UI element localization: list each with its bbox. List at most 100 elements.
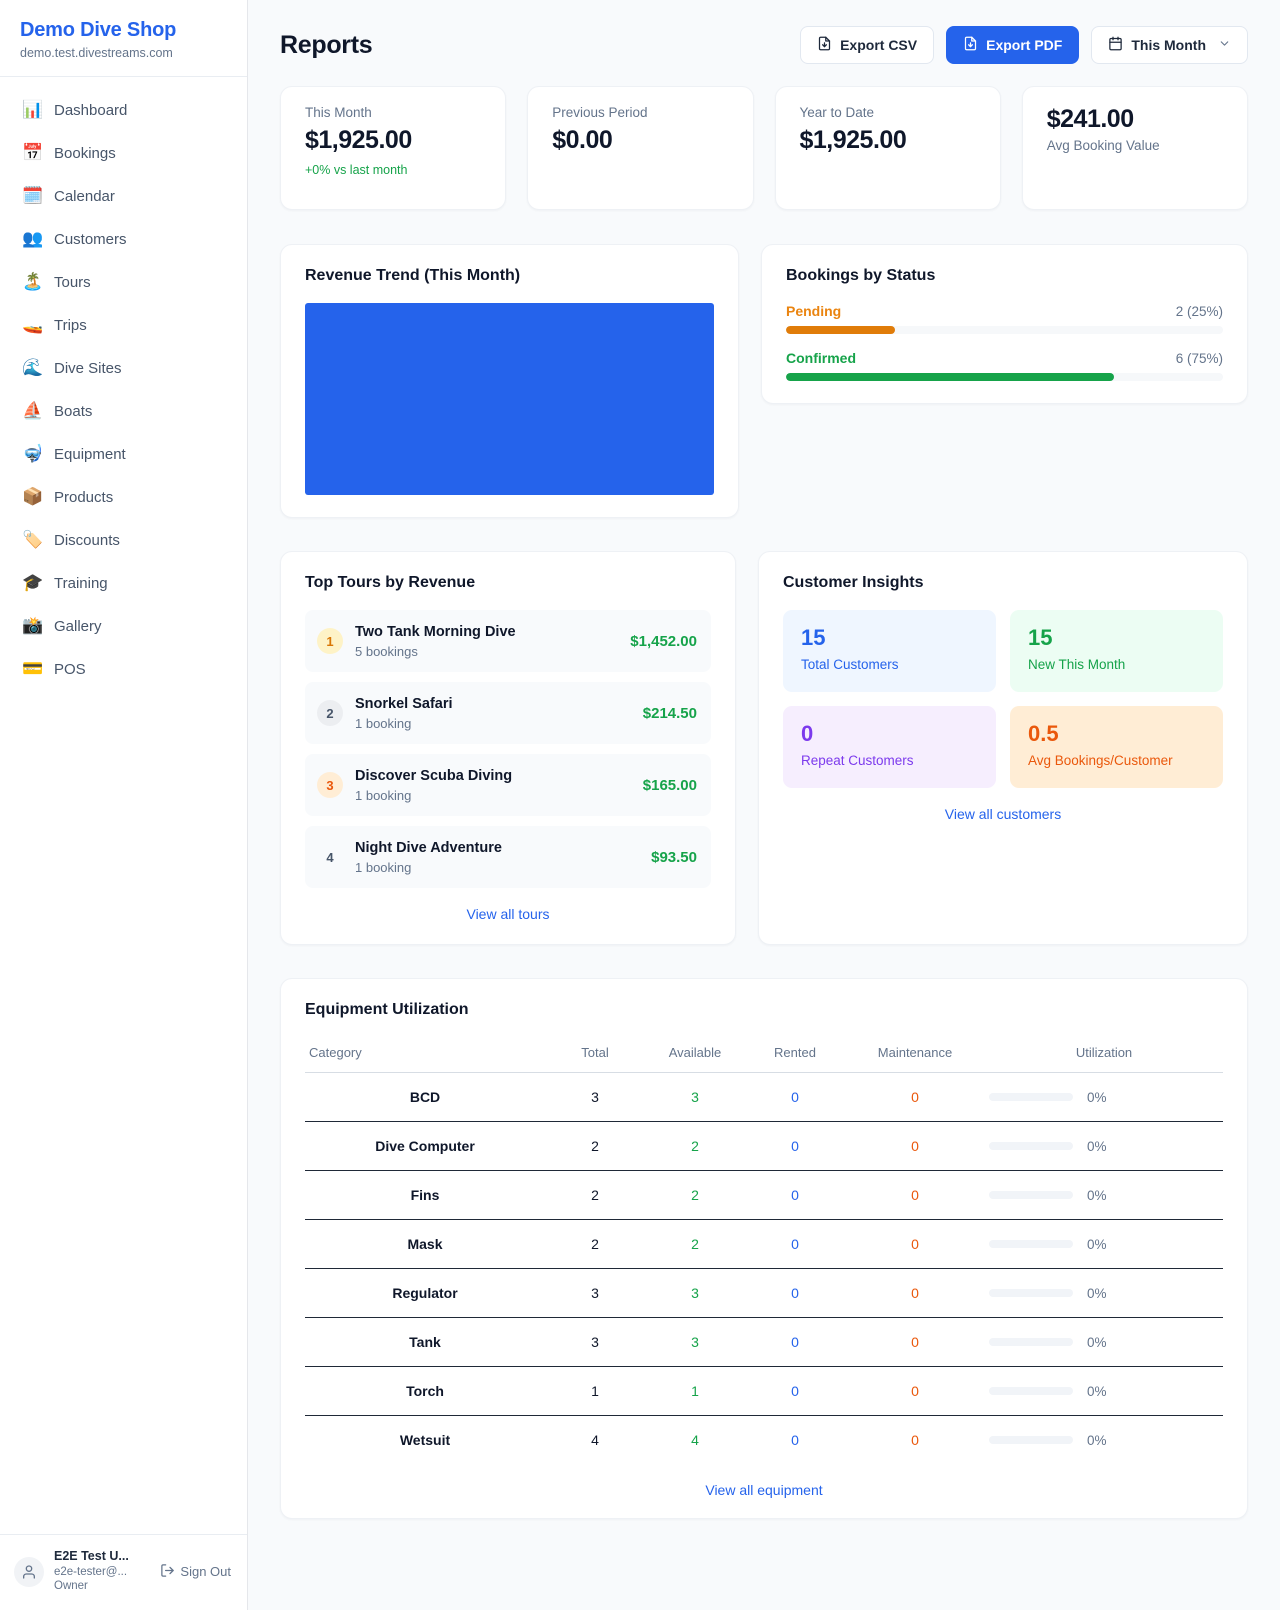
utilization-progress-track xyxy=(989,1142,1073,1150)
equipment-total: 3 xyxy=(545,1268,645,1318)
kpi-label: This Month xyxy=(305,105,372,120)
sidebar-item-dive-sites[interactable]: 🌊 Dive Sites xyxy=(0,347,247,390)
insight-value: 15 xyxy=(801,625,826,650)
tour-bookings-count: 5 bookings xyxy=(355,644,418,660)
date-range-select[interactable]: This Month xyxy=(1091,26,1248,64)
sidebar-item-gallery[interactable]: 📸 Gallery xyxy=(0,605,247,648)
sidebar-item-training[interactable]: 🎓 Training xyxy=(0,562,247,605)
tour-revenue: $214.50 xyxy=(642,704,697,722)
equipment-available: 4 xyxy=(691,1432,699,1448)
view-all-equipment-link[interactable]: View all equipment xyxy=(705,1482,823,1498)
brand-name: Demo Dive Shop xyxy=(20,19,177,41)
sidebar-item-label: Discounts xyxy=(54,532,120,549)
user-name: E2E Test U... xyxy=(54,1549,129,1564)
export-pdf-button[interactable]: Export PDF xyxy=(946,26,1080,64)
sidebar-item-products[interactable]: 📦 Products xyxy=(0,476,247,519)
insight-tiles: 15 Total Customers 15 New This Month 0 Repeat… xyxy=(783,610,1223,788)
sidebar-item-discounts[interactable]: 🏷️ Discounts xyxy=(0,519,247,562)
equipment-available: 2 xyxy=(645,1219,745,1269)
equipment-utilization: 0% xyxy=(985,1416,1223,1465)
insight-value: 0.5 xyxy=(1028,721,1059,746)
sailboat-icon: ⛵ xyxy=(22,401,44,421)
tour-row[interactable]: 2 Snorkel Safari 1 booking $214.50 xyxy=(305,682,711,744)
top-tours-panel: Top Tours by Revenue 1 Two Tank Morning D… xyxy=(280,551,736,945)
tour-row[interactable]: 3 Discover Scuba Diving 1 booking $165.00 xyxy=(305,754,711,816)
status-item: Pending 2 (25%) xyxy=(786,303,1223,334)
export-pdf-label: Export PDF xyxy=(986,37,1063,53)
status-list: Pending 2 (25%) Confirmed 6 (75%) xyxy=(786,303,1223,381)
tour-row[interactable]: 1 Two Tank Morning Dive 5 bookings $1,452.0… xyxy=(305,610,711,672)
equipment-rented: 0 xyxy=(745,1072,845,1122)
tour-bookings-count: 1 booking xyxy=(355,860,412,876)
sidebar-item-dashboard[interactable]: 📊 Dashboard xyxy=(0,89,247,132)
utilization-progress-track xyxy=(989,1093,1073,1101)
status-count: 6 (75%) xyxy=(1175,351,1223,366)
tour-bookings-count: 1 booking xyxy=(355,788,412,804)
view-all-customers-link[interactable]: View all customers xyxy=(944,806,1062,822)
insight-tile: 0.5 Avg Bookings/Customer xyxy=(1010,706,1223,788)
kpi-card: Previous Period $0.00 xyxy=(527,86,754,210)
status-progress-track xyxy=(786,373,1223,381)
utilization-percent: 0% xyxy=(1087,1089,1107,1105)
sidebar-item-customers[interactable]: 👥 Customers xyxy=(0,218,247,261)
equipment-category: Wetsuit xyxy=(399,1432,451,1448)
sidebar-item-label: Dive Sites xyxy=(54,360,122,377)
status-item: Confirmed 6 (75%) xyxy=(786,350,1223,381)
sidebar-item-pos[interactable]: 💳 POS xyxy=(0,648,247,691)
equipment-title: Equipment Utilization xyxy=(305,1001,469,1018)
equipment-total: 2 xyxy=(545,1121,645,1171)
equipment-available: 3 xyxy=(645,1317,745,1367)
view-all-tours-link[interactable]: View all tours xyxy=(466,906,550,922)
user-block: E2E Test U... e2e-tester@... Owner Sign … xyxy=(0,1534,247,1610)
utilization-progress-track xyxy=(989,1191,1073,1199)
utilization-percent: 0% xyxy=(1087,1236,1107,1252)
export-csv-button[interactable]: Export CSV xyxy=(800,26,935,64)
tour-row[interactable]: 4 Night Dive Adventure 1 booking $93.50 xyxy=(305,826,711,888)
table-header-row: Category Total Available Rented Maintenance U… xyxy=(305,1037,1223,1073)
sidebar-spacer xyxy=(0,699,247,1534)
sidebar-item-label: Gallery xyxy=(54,618,102,635)
sidebar-item-tours[interactable]: 🏝️ Tours xyxy=(0,261,247,304)
speedboat-icon: 🚤 xyxy=(22,315,44,335)
revenue-trend-title: Revenue Trend (This Month) xyxy=(305,267,521,284)
sidebar-item-bookings[interactable]: 📅 Bookings xyxy=(0,132,247,175)
customer-insights-title: Customer Insights xyxy=(783,574,924,591)
utilization-progress-track xyxy=(989,1240,1073,1248)
equipment-table: Category Total Available Rented Maintenance U… xyxy=(305,1037,1223,1464)
tours-list: 1 Two Tank Morning Dive 5 bookings $1,452.0… xyxy=(305,610,711,888)
equipment-category: Mask xyxy=(305,1219,545,1269)
equipment-rented: 0 xyxy=(791,1432,799,1448)
top-tours-title: Top Tours by Revenue xyxy=(305,574,476,591)
utilization-percent: 0% xyxy=(1087,1432,1107,1448)
tour-info: Night Dive Adventure 1 booking xyxy=(355,839,639,876)
sidebar-item-trips[interactable]: 🚤 Trips xyxy=(0,304,247,347)
page-header: Reports Export CSV E xyxy=(280,26,1248,64)
table-row: Torch 1 1 0 0 0% xyxy=(305,1366,1223,1416)
equipment-utilization-panel: Equipment Utilization Category Total Avail… xyxy=(280,978,1248,1519)
kpi-value: $0.00 xyxy=(552,126,613,154)
user-role: Owner xyxy=(54,1580,88,1593)
calendar-icon: 🗓️ xyxy=(22,186,44,206)
equipment-utilization: 0% xyxy=(985,1219,1223,1269)
insight-tile: 0 Repeat Customers xyxy=(783,706,996,788)
utilization-percent: 0% xyxy=(1087,1138,1107,1154)
sign-out-button[interactable]: Sign Out xyxy=(160,1563,233,1581)
utilization-progress-track xyxy=(989,1387,1073,1395)
calendar-icon xyxy=(1108,36,1123,54)
utilization-percent: 0% xyxy=(1087,1383,1107,1399)
equipment-utilization: 0% xyxy=(985,1121,1223,1171)
sidebar-item-calendar[interactable]: 🗓️ Calendar xyxy=(0,175,247,218)
kpi-label: Year to Date xyxy=(799,105,875,120)
camera-flash-icon: 📸 xyxy=(22,616,44,636)
equipment-available: 2 xyxy=(645,1121,745,1171)
sidebar-item-label: Products xyxy=(54,489,114,506)
equipment-category: Torch xyxy=(305,1366,545,1416)
equipment-maintenance: 0 xyxy=(845,1121,985,1171)
sidebar-item-boats[interactable]: ⛵ Boats xyxy=(0,390,247,433)
equipment-utilization: 0% xyxy=(985,1170,1223,1220)
wave-icon: 🌊 xyxy=(22,358,44,378)
sidebar-item-equipment[interactable]: 🤿 Equipment xyxy=(0,433,247,476)
tour-info: Snorkel Safari 1 booking xyxy=(355,695,631,732)
equipment-total: 3 xyxy=(545,1317,645,1367)
equipment-maintenance: 0 xyxy=(845,1317,985,1367)
